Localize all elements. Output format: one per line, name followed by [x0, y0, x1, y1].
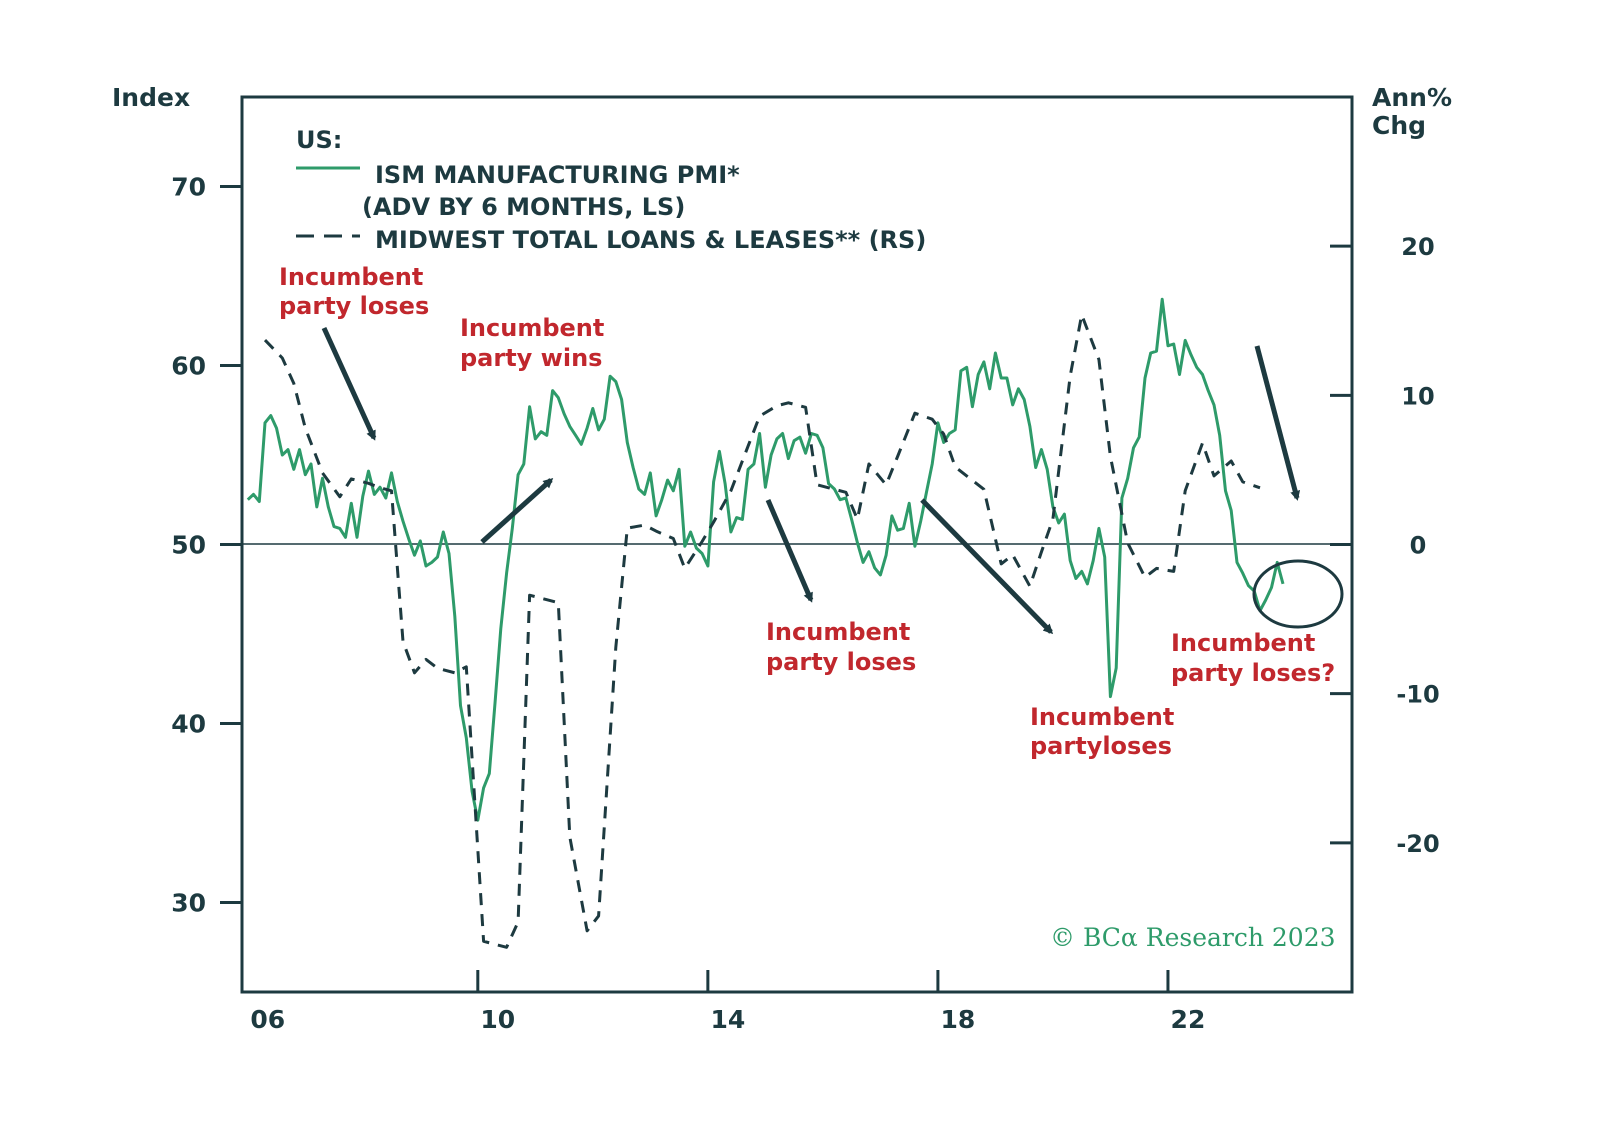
annotation-arrows: [321, 326, 1301, 635]
x-tick-label: 22: [1171, 1005, 1206, 1034]
x-tick-label: 14: [710, 1005, 745, 1034]
right-tick-label: -20: [1396, 830, 1439, 858]
annotation-2-line2: party wins: [460, 344, 602, 372]
arrow-5: [1254, 345, 1301, 501]
right-axis-label-line1: Ann%: [1372, 83, 1452, 112]
left-tick-label: 70: [171, 173, 206, 202]
left-axis-label: Index: [112, 83, 190, 112]
annotation-2-line1: Incumbent: [460, 314, 604, 342]
annotation-3-line1: Incumbent: [766, 618, 910, 646]
x-tick-label: 18: [941, 1005, 976, 1034]
right-tick-label: 10: [1401, 382, 1434, 410]
legend-title: US:: [296, 126, 342, 154]
right-axis-label-line2: Chg: [1372, 111, 1426, 140]
x-tick-label: 10: [480, 1005, 515, 1034]
right-tick-label: 0: [1410, 532, 1427, 560]
left-tick-label: 50: [171, 531, 206, 560]
annotation-1-line1: Incumbent: [279, 263, 423, 291]
annotation-5-line2: party loses?: [1171, 659, 1335, 687]
left-axis-ticks: 30 40 50 60 70: [171, 173, 242, 918]
series-line-pmi: [246, 297, 1285, 822]
left-tick-label: 30: [171, 889, 206, 918]
arrow-1: [321, 326, 377, 441]
annotation-5-line1: Incumbent: [1171, 629, 1315, 657]
left-tick-label: 40: [171, 710, 206, 739]
x-axis-ticks: 06 10 14 18 22: [250, 970, 1205, 1034]
annotation-4-line1: Incumbent: [1030, 703, 1174, 731]
highlight-circle: [1252, 559, 1344, 629]
annotation-1-line2: party loses: [279, 292, 429, 320]
arrow-3: [765, 499, 814, 603]
right-tick-label: -10: [1396, 681, 1439, 709]
left-tick-label: 60: [171, 352, 206, 381]
annotation-4-line2: partyloses: [1030, 732, 1172, 760]
arrow-2: [480, 477, 554, 544]
right-axis-ticks: 20 10 0 -10 -20: [1330, 233, 1440, 858]
x-tick-label: 06: [250, 1005, 285, 1034]
right-tick-label: 20: [1401, 233, 1434, 261]
credit-text: © BCα Research 2023: [1050, 923, 1336, 952]
series-layer: [246, 297, 1285, 949]
legend-label-pmi-line2: (ADV BY 6 MONTHS, LS): [362, 193, 685, 221]
arrow-4: [920, 498, 1054, 635]
annotation-3-line2: party loses: [766, 648, 916, 676]
legend-label-pmi: ISM MANUFACTURING PMI*: [375, 161, 740, 189]
legend-label-loans: MIDWEST TOTAL LOANS & LEASES** (RS): [375, 226, 926, 254]
series-line-loans: [263, 313, 1261, 949]
